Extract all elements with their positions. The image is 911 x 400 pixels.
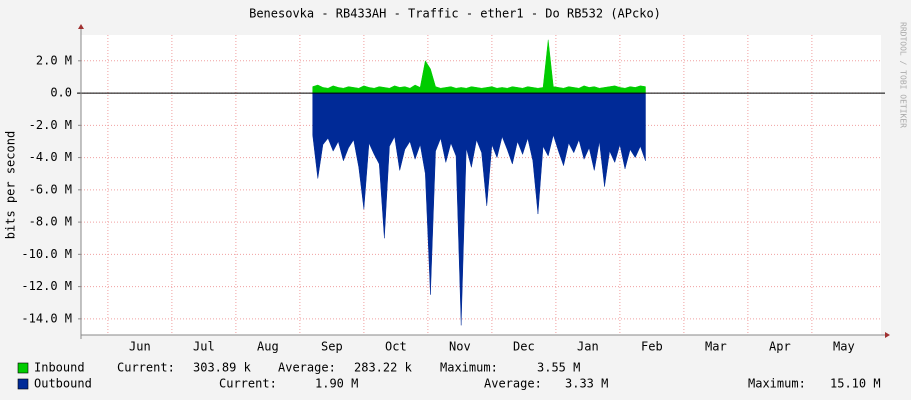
- x-tick-label: Nov: [449, 340, 471, 354]
- legend-stat-label: Current:: [219, 377, 277, 391]
- legend-stat-value: 3.33 M: [565, 377, 608, 391]
- legend-stat-value: 283.22 k: [354, 361, 413, 375]
- x-tick-label: May: [833, 340, 855, 354]
- legend-stat-value: 3.55 M: [537, 361, 580, 375]
- legend-stat-label: Maximum:: [748, 377, 806, 391]
- legend-swatch: [17, 362, 29, 374]
- y-arrow: [78, 24, 84, 29]
- legend-stat-value: 303.89 k: [193, 361, 252, 375]
- y-tick-label: -8.0 M: [29, 215, 72, 229]
- legend-label: Outbound: [34, 377, 92, 391]
- x-tick-label: Jun: [129, 340, 151, 354]
- y-axis-label: bits per second: [4, 131, 18, 239]
- x-tick-label: Jul: [193, 340, 215, 354]
- legend-label: Inbound: [34, 361, 85, 375]
- y-tick-label: -12.0 M: [21, 279, 72, 293]
- x-tick-label: Jan: [577, 340, 599, 354]
- y-tick-label: -10.0 M: [21, 247, 72, 261]
- x-tick-label: Aug: [257, 340, 279, 354]
- x-tick-label: Mar: [705, 340, 727, 354]
- y-tick-label: -2.0 M: [29, 118, 72, 132]
- x-tick-label: Sep: [321, 340, 343, 354]
- legend-stat-label: Maximum:: [440, 361, 498, 375]
- y-tick-label: -14.0 M: [21, 311, 72, 325]
- y-tick-label: 0.0: [50, 86, 72, 100]
- legend-stat-label: Average:: [278, 361, 336, 375]
- area: [312, 39, 646, 94]
- legend-stat-value: 15.10 M: [830, 377, 881, 391]
- y-tick-label: -6.0 M: [29, 182, 72, 196]
- legend-stat-label: Average:: [484, 377, 542, 391]
- x-tick-label: Oct: [385, 340, 407, 354]
- chart-title: Benesovka - RB433AH - Traffic - ether1 -…: [249, 7, 661, 21]
- x-tick-label: Dec: [513, 340, 535, 354]
- y-tick-label: -4.0 M: [29, 150, 72, 164]
- x-tick-label: Feb: [641, 340, 663, 354]
- legend-swatch: [17, 378, 29, 390]
- x-arrow: [885, 332, 890, 338]
- watermark: RRDTOOL / TOBI OETIKER: [899, 22, 908, 128]
- y-tick-label: 2.0 M: [36, 53, 72, 67]
- plot-area: [81, 35, 881, 335]
- legend-stat-value: 1.90 M: [315, 377, 358, 391]
- legend-stat-label: Current:: [117, 361, 175, 375]
- x-tick-label: Apr: [769, 340, 791, 354]
- area: [312, 92, 646, 326]
